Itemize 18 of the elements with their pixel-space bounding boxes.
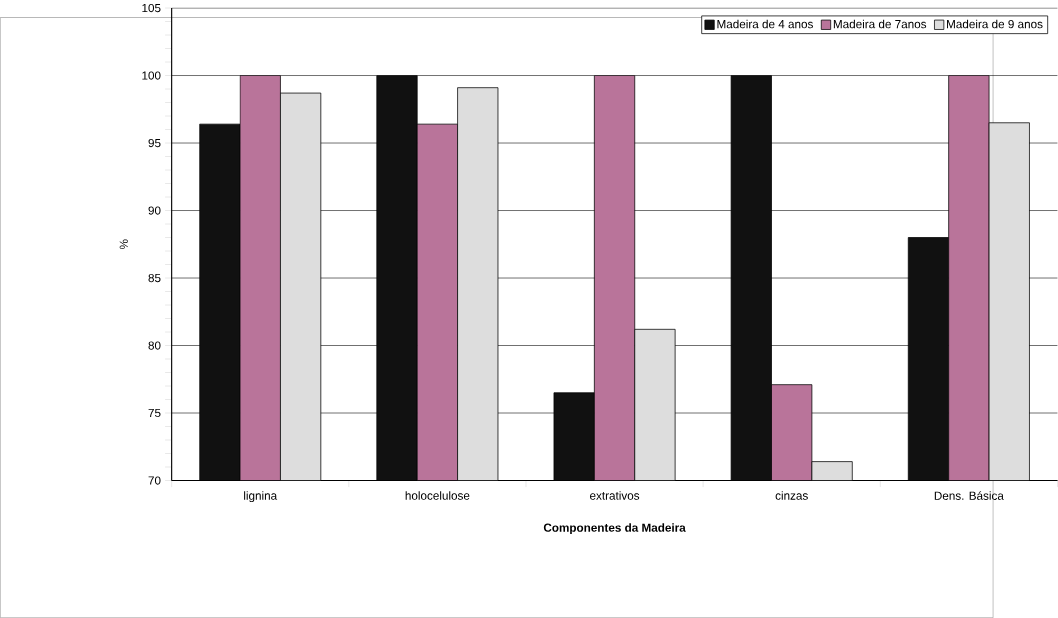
x-tick-label: Dens. Básica — [934, 491, 1004, 500]
y-tick-label: 75 — [148, 408, 161, 418]
x-tick-label: holocelulose — [405, 491, 470, 500]
x-tick-label: extrativos — [590, 491, 640, 500]
legend-label: Madeira de 4 anos — [717, 19, 813, 29]
x-axis-title: Componentes da Madeira — [543, 523, 686, 535]
legend-label: Madeira de 7anos — [833, 19, 927, 29]
y-tick-label: 85 — [148, 273, 161, 283]
y-tick-label: 105 — [142, 3, 161, 13]
legend-label: Madeira de 9 anos — [947, 19, 1043, 29]
x-tick-label: lignina — [244, 491, 278, 503]
y-tick-label: 100 — [142, 71, 161, 80]
y-tick-label: 90 — [148, 206, 161, 215]
y-tick-label: 80 — [148, 341, 161, 350]
y-axis-title: % — [119, 239, 128, 250]
y-tick-label: 70 — [148, 476, 161, 485]
x-tick-label: cinzas — [775, 491, 808, 500]
y-tick-label: 95 — [148, 138, 161, 148]
